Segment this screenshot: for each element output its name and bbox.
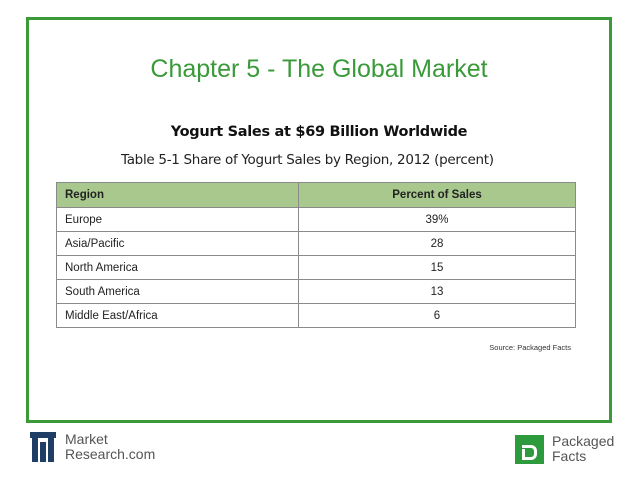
percent-cell: 15: [298, 255, 576, 280]
percent-cell: 39%: [298, 207, 576, 232]
slide-subtitle: Yogurt Sales at $69 Billion Worldwide: [170, 124, 468, 140]
region-cell: Middle East/Africa: [56, 303, 299, 328]
packaged-facts-logo: Packaged Facts: [515, 434, 614, 464]
logo-line-2: Research.com: [65, 446, 156, 462]
logo-line-1: Packaged: [552, 433, 615, 449]
market-research-logo: Market Research.com: [30, 432, 155, 462]
table-header-row: Region Percent of Sales: [56, 182, 576, 208]
table-row: Europe 39%: [56, 207, 576, 232]
region-cell: South America: [56, 279, 299, 304]
source-note: Source: Packaged Facts: [489, 343, 571, 352]
packaged-facts-logo-text: Packaged Facts: [552, 434, 614, 464]
market-research-logo-icon: [30, 432, 56, 462]
logo-line-1: Market: [65, 431, 108, 447]
table-row: South America 13: [56, 279, 576, 304]
sales-table: Region Percent of Sales Europe 39% Asia/…: [56, 182, 576, 328]
column-header-region: Region: [56, 182, 299, 208]
table-row: North America 15: [56, 255, 576, 280]
region-cell: North America: [56, 255, 299, 280]
slide-title: Chapter 5 - The Global Market: [150, 55, 488, 83]
market-research-logo-text: Market Research.com: [65, 432, 155, 462]
percent-cell: 28: [298, 231, 576, 256]
column-header-percent: Percent of Sales: [298, 182, 576, 208]
table-row: Middle East/Africa 6: [56, 303, 576, 328]
region-cell: Europe: [56, 207, 299, 232]
table-caption: Table 5-1 Share of Yogurt Sales by Regio…: [121, 152, 494, 168]
table-row: Asia/Pacific 28: [56, 231, 576, 256]
region-cell: Asia/Pacific: [56, 231, 299, 256]
percent-cell: 6: [298, 303, 576, 328]
packaged-facts-logo-icon: [515, 434, 544, 464]
percent-cell: 13: [298, 279, 576, 304]
logo-line-2: Facts: [552, 448, 587, 464]
